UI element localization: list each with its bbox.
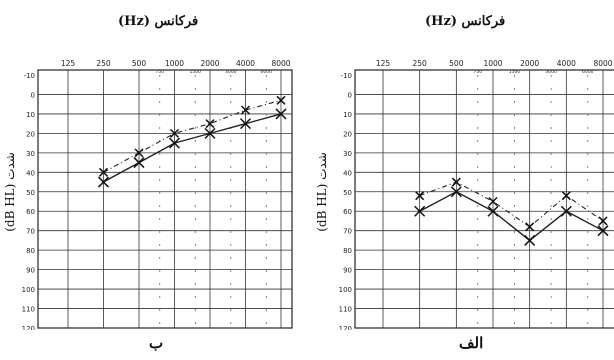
audiogram-panel-b: فرکانس (Hz) شدت (dB HL) -10 0 10 20 30 40 50 60…: [3, 14, 293, 352]
x-tick-label: 1000: [483, 59, 502, 68]
x-marker: [275, 108, 287, 120]
y-tick-label: 20: [26, 130, 35, 138]
y-tick-label: 90: [343, 267, 352, 275]
x-marker: [239, 118, 252, 130]
x-marker: [98, 167, 109, 177]
x-marker: [205, 119, 215, 129]
x-tick-label: 125: [61, 59, 76, 68]
x-minor-tick-label: 3000: [225, 69, 237, 75]
x-marker: [597, 225, 609, 237]
x-tick-label: 8000: [271, 59, 290, 68]
x-tick-label: 4000: [236, 59, 255, 68]
x-tick-label: 250: [413, 59, 428, 68]
x-marker: [487, 205, 499, 217]
audiogram-chart-a: -10 0 10 20 30 40 50 60 70 80 90 100 110 120 125 250 500…: [339, 59, 614, 330]
y-tick-label: -10: [24, 72, 35, 80]
y-tick-label: 80: [343, 247, 352, 255]
x-tick-label: 250: [96, 59, 111, 68]
y-tick-label: 90: [26, 267, 35, 275]
audiogram-panel-a: فرکانس (Hz) شدت (dB HL) -10 0 10 20 30 40 50 60…: [307, 0, 614, 360]
y-tick-label: 20: [343, 130, 352, 138]
x-marker: [414, 205, 426, 217]
x-marker: [134, 148, 144, 158]
x-marker: [276, 95, 286, 105]
x-marker: [133, 157, 145, 169]
y-tick-label: 110: [339, 306, 352, 314]
x-minor-tick-label: 1500: [509, 69, 521, 75]
frequency-title: فرکانس (Hz): [118, 14, 199, 29]
y-tick-label: 110: [22, 306, 35, 314]
x-tick-label: 125: [376, 59, 391, 68]
x-tick-label: 1000: [165, 59, 184, 68]
x-marker: [450, 186, 462, 198]
solid-series-line: [103, 113, 282, 183]
y-tick-label: 0: [348, 91, 352, 99]
y-tick-label: -10: [341, 72, 352, 80]
dashed-series-line: [103, 99, 282, 173]
x-minor-tick-label: 6000: [582, 69, 594, 75]
x-tick-label: 500: [449, 59, 464, 68]
x-marker: [240, 105, 251, 115]
panel-label: الف: [459, 334, 484, 352]
y-tick-label: 70: [343, 228, 352, 236]
y-tick-label: 30: [26, 150, 35, 158]
x-minor-tick-label: 750: [473, 69, 482, 75]
y-tick-label: 60: [343, 208, 352, 216]
plot-frame: [37, 69, 293, 329]
dashed-series-line: [419, 181, 604, 228]
x-marker: [561, 191, 571, 201]
y-tick-label: 120: [22, 325, 35, 330]
x-marker: [97, 176, 110, 188]
x-marker: [204, 127, 216, 139]
y-tick-label: 100: [339, 286, 352, 294]
plot-frame: [354, 69, 614, 329]
x-marker: [524, 234, 536, 246]
y-tick-label: 80: [26, 247, 35, 255]
panel-label: ب: [149, 334, 164, 352]
x-marker: [598, 216, 608, 226]
y-tick-label: 40: [343, 169, 352, 177]
x-minor-tick-label: 750: [155, 69, 164, 75]
audiogram-chart-b: -10 0 10 20 30 40 50 60 70 80 90 100 110 120 125 250 500…: [22, 59, 293, 330]
x-tick-label: 2000: [200, 59, 219, 68]
x-marker: [415, 191, 425, 201]
x-tick-label: 4000: [557, 59, 576, 68]
x-marker: [168, 137, 181, 149]
x-tick-label: 2000: [520, 59, 539, 68]
y-tick-label: 40: [26, 169, 35, 177]
x-tick-label: 8000: [593, 59, 612, 68]
y-tick-label: 10: [343, 111, 352, 119]
solid-series-line: [419, 190, 604, 242]
x-marker: [169, 128, 180, 138]
y-tick-label: 100: [22, 286, 35, 294]
x-tick-label: 500: [132, 59, 147, 68]
y-tick-label: 50: [343, 189, 352, 197]
y-tick-label: 60: [26, 208, 35, 216]
y-tick-label: 50: [26, 189, 35, 197]
y-tick-label: 30: [343, 150, 352, 158]
frequency-title: فرکانس (Hz): [425, 14, 506, 29]
y-tick-label: 0: [31, 91, 35, 99]
x-marker: [525, 222, 535, 232]
x-marker: [451, 177, 461, 187]
x-marker: [560, 205, 572, 217]
x-minor-tick-label: 1500: [190, 69, 202, 75]
y-tick-label: 70: [26, 228, 35, 236]
x-marker: [488, 196, 498, 207]
x-minor-tick-label: 6000: [261, 69, 273, 75]
y-tick-label: 10: [26, 111, 35, 119]
y-tick-label: 120: [339, 325, 352, 330]
x-minor-tick-label: 3000: [545, 69, 557, 75]
